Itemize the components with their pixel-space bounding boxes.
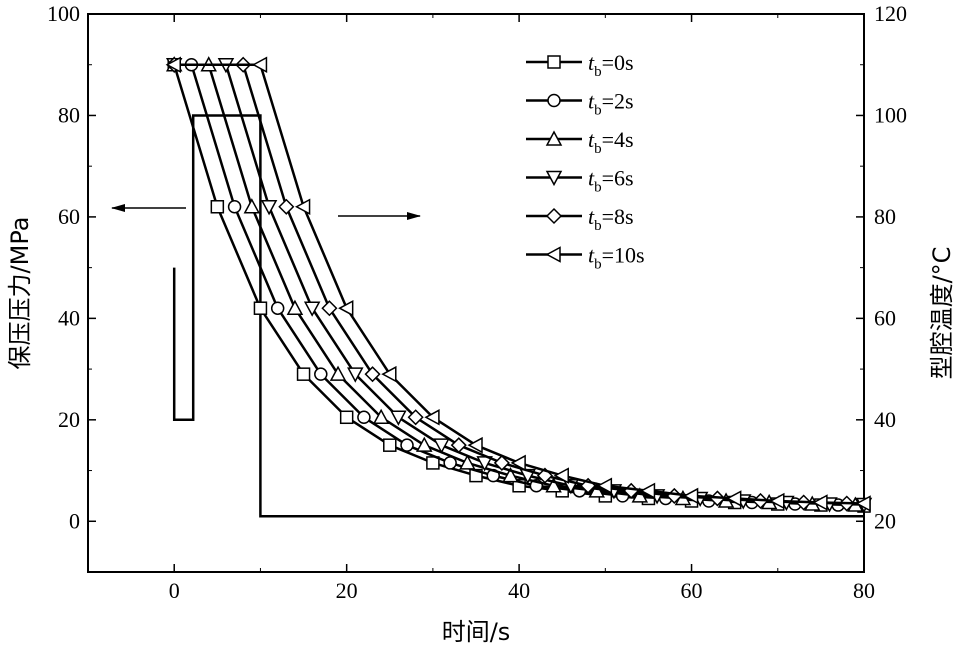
temperature-series-2 — [165, 56, 864, 512]
legend-label: tb=0s — [588, 50, 634, 80]
temperature-series-0 — [167, 57, 871, 513]
legend-marker — [547, 93, 561, 108]
series-point — [407, 409, 424, 426]
y-right-tick-label: 80 — [874, 204, 896, 229]
series-point — [769, 492, 785, 510]
series-point — [510, 454, 526, 472]
series-point — [381, 365, 397, 383]
series-line — [174, 63, 839, 507]
series-line — [173, 64, 865, 508]
series-point — [329, 365, 347, 381]
y-right-tick-label: 60 — [874, 305, 896, 330]
series-point — [260, 200, 278, 216]
x-tick-label: 60 — [681, 578, 703, 603]
legend-label: tb=10s — [588, 243, 645, 273]
pressure-profile-line — [172, 114, 864, 518]
series-line — [174, 63, 865, 505]
series-point — [372, 408, 390, 425]
x-tick-label: 0 — [169, 578, 180, 603]
series-point — [467, 436, 483, 454]
series-point — [596, 477, 613, 495]
y-left-tick-label: 0 — [69, 508, 80, 533]
legend-marker — [545, 246, 561, 263]
series-point — [364, 366, 381, 383]
y-left-tick-label: 60 — [58, 204, 80, 229]
series-point — [855, 495, 871, 512]
series-point — [357, 410, 371, 425]
plot-frame — [87, 13, 865, 573]
x-tick-label: 40 — [508, 578, 530, 603]
series-point — [390, 410, 407, 426]
series-point — [726, 490, 742, 507]
series-point — [433, 438, 450, 454]
x-tick-label: 20 — [336, 578, 358, 603]
series-point — [400, 438, 414, 452]
y-right-tick-label: 40 — [874, 407, 896, 432]
series-line — [174, 63, 856, 507]
y-right-tick-label: 100 — [874, 102, 907, 127]
series-point — [450, 437, 467, 454]
series-point — [553, 467, 569, 484]
series-point — [270, 301, 285, 315]
legend-label: tb=2s — [588, 89, 634, 119]
legend-marker — [545, 130, 563, 146]
legend-label: tb=4s — [588, 127, 634, 157]
series-point — [278, 198, 295, 215]
y-right-tick-label: 20 — [874, 508, 896, 533]
y-left-tick-label: 20 — [58, 407, 80, 432]
temperature-series-1 — [167, 57, 845, 512]
legend-label: tb=6s — [588, 166, 634, 196]
series-point — [251, 56, 268, 73]
series-point — [210, 200, 225, 214]
series-point — [294, 198, 311, 216]
series-point — [812, 494, 828, 511]
series-point — [502, 467, 519, 483]
series-point — [165, 56, 181, 73]
series-point — [416, 436, 433, 452]
x-tick-label: 80 — [853, 578, 875, 603]
series-point — [253, 301, 268, 315]
series-point — [339, 410, 354, 425]
temperature-series-3 — [165, 57, 873, 514]
series-point — [493, 454, 510, 471]
series-point — [321, 300, 338, 317]
y-left-axis-title: 保压压力/MPa — [6, 217, 34, 370]
y-right-axis-title: 型腔温度/°C — [928, 247, 956, 380]
series-point — [545, 477, 562, 493]
series-point — [227, 200, 242, 214]
series-point — [303, 301, 321, 317]
y-left-tick-label: 80 — [58, 102, 80, 127]
series-line — [174, 63, 847, 505]
y-left-tick-label: 100 — [47, 1, 80, 26]
series-point — [296, 367, 311, 381]
series-point — [347, 367, 364, 383]
series-point — [639, 482, 656, 500]
temperature-series-5 — [165, 56, 871, 512]
series-point — [459, 454, 476, 470]
legend-label: tb=8s — [588, 204, 634, 234]
series-point — [383, 438, 397, 452]
series-point — [338, 299, 354, 317]
legend-marker — [545, 207, 563, 225]
temperature-series-4 — [166, 56, 855, 512]
legend-marker — [547, 55, 561, 69]
series-point — [314, 367, 328, 381]
y-right-tick-label: 120 — [874, 1, 907, 26]
x-axis-title: 时间/s — [442, 618, 511, 646]
series-point — [243, 198, 261, 214]
legend-marker — [545, 170, 563, 187]
y-left-tick-label: 40 — [58, 305, 80, 330]
series-point — [682, 487, 699, 505]
series-point — [286, 299, 304, 315]
series-point — [424, 409, 440, 426]
series-line — [174, 63, 865, 506]
